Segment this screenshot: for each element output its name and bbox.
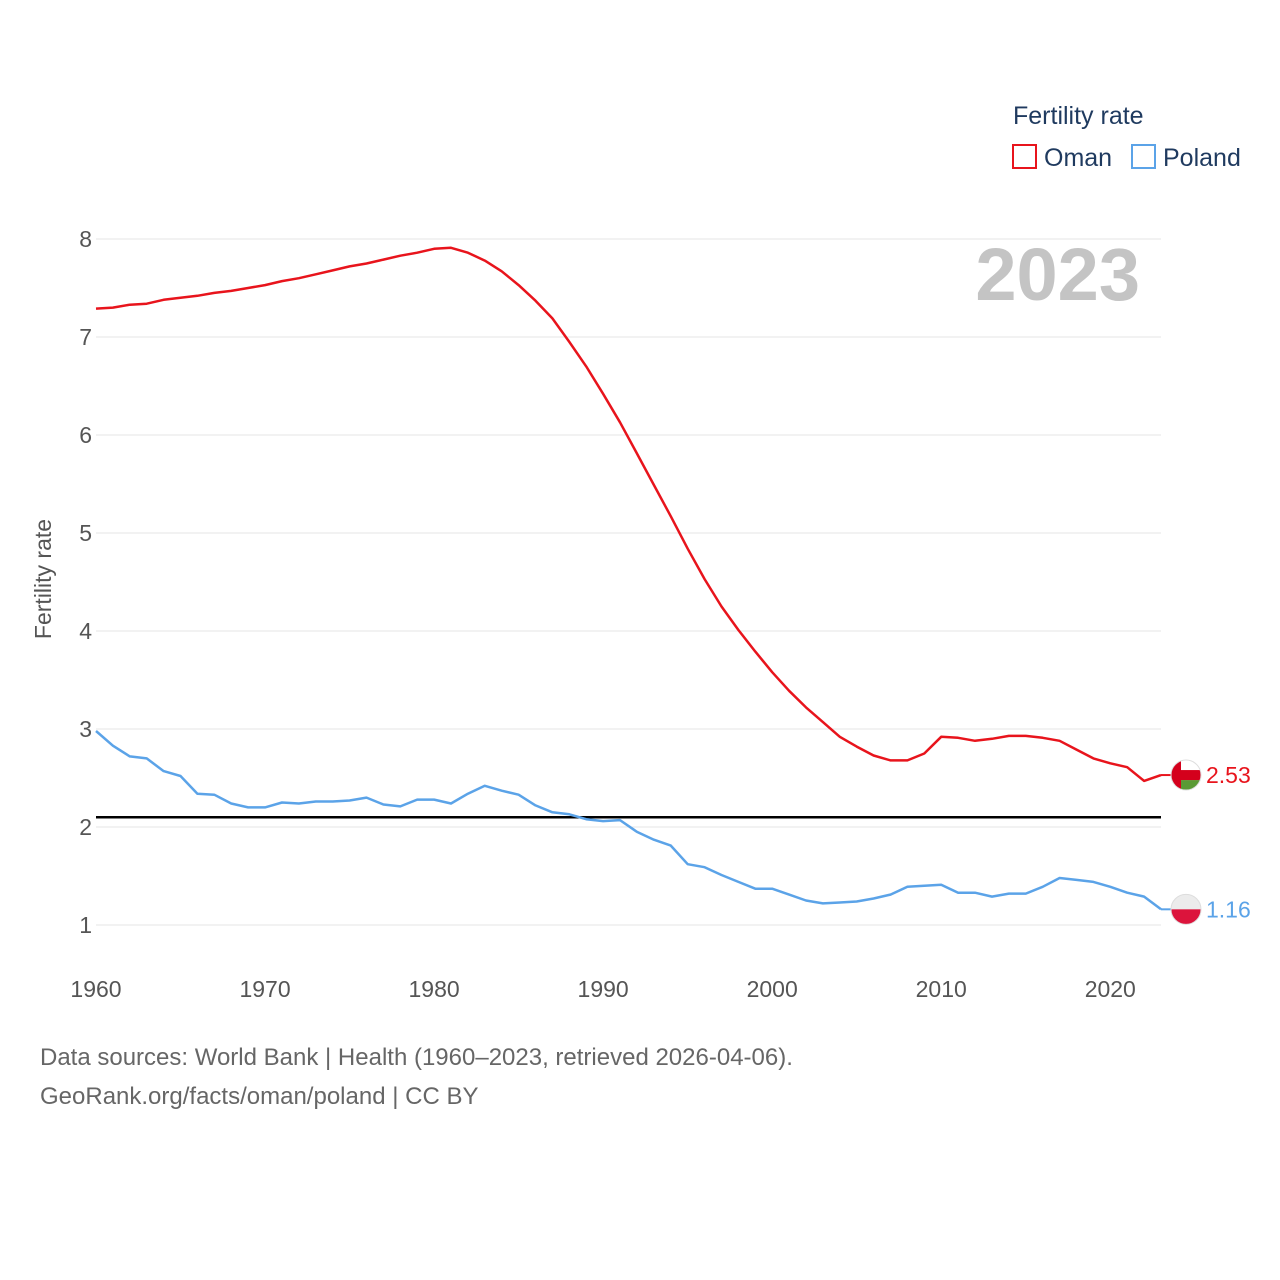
oman-flag-icon [1170,759,1202,791]
legend-title: Fertility rate [1013,102,1144,130]
x-tick-label: 1960 [70,976,121,1002]
x-axis: 1960 1970 1980 1990 2000 2010 2020 [70,976,1135,1002]
x-tick-label: 2020 [1085,976,1136,1002]
end-value-label-poland: 1.16 [1206,896,1251,922]
poland-flag-icon [1170,893,1202,925]
end-value-label-oman: 2.53 [1206,762,1251,788]
y-axis-title: Fertility rate [30,519,56,639]
series-line-oman[interactable] [95,246,1162,783]
series-line-poland[interactable] [95,730,1162,911]
x-tick-label: 1990 [578,976,629,1002]
y-tick-label: 3 [79,716,92,742]
grid [96,238,1161,926]
y-tick-label: 4 [79,618,92,644]
y-tick-label: 7 [79,324,92,350]
y-tick-label: 8 [79,226,92,252]
legend[interactable]: Fertility rate Oman Poland [1012,102,1241,172]
year-label: 2023 [975,233,1140,316]
legend-swatch-poland[interactable] [1131,144,1156,169]
y-axis: 1 2 3 4 5 6 7 8 [79,226,92,938]
legend-label-poland[interactable]: Poland [1163,144,1241,172]
x-tick-label: 1970 [239,976,290,1002]
end-markers: 2.53 1.16 [1161,759,1251,925]
y-tick-label: 6 [79,422,92,448]
x-tick-label: 2000 [747,976,798,1002]
y-tick-label: 5 [79,520,92,546]
footer-sources: Data sources: World Bank | Health (1960–… [40,1044,793,1071]
y-tick-label: 2 [79,814,92,840]
series-group [95,246,1162,911]
y-tick-label: 1 [79,912,92,938]
footer-license[interactable]: GeoRank.org/facts/oman/poland | CC BY [40,1083,479,1110]
legend-swatch-oman[interactable] [1012,144,1037,169]
x-tick-label: 1980 [409,976,460,1002]
legend-label-oman[interactable]: Oman [1044,144,1112,172]
line-chart: 1 2 3 4 5 6 7 8 1960 1970 1980 1990 2000 2010 2020 Fe… [30,102,1251,1002]
x-tick-label: 2010 [916,976,967,1002]
